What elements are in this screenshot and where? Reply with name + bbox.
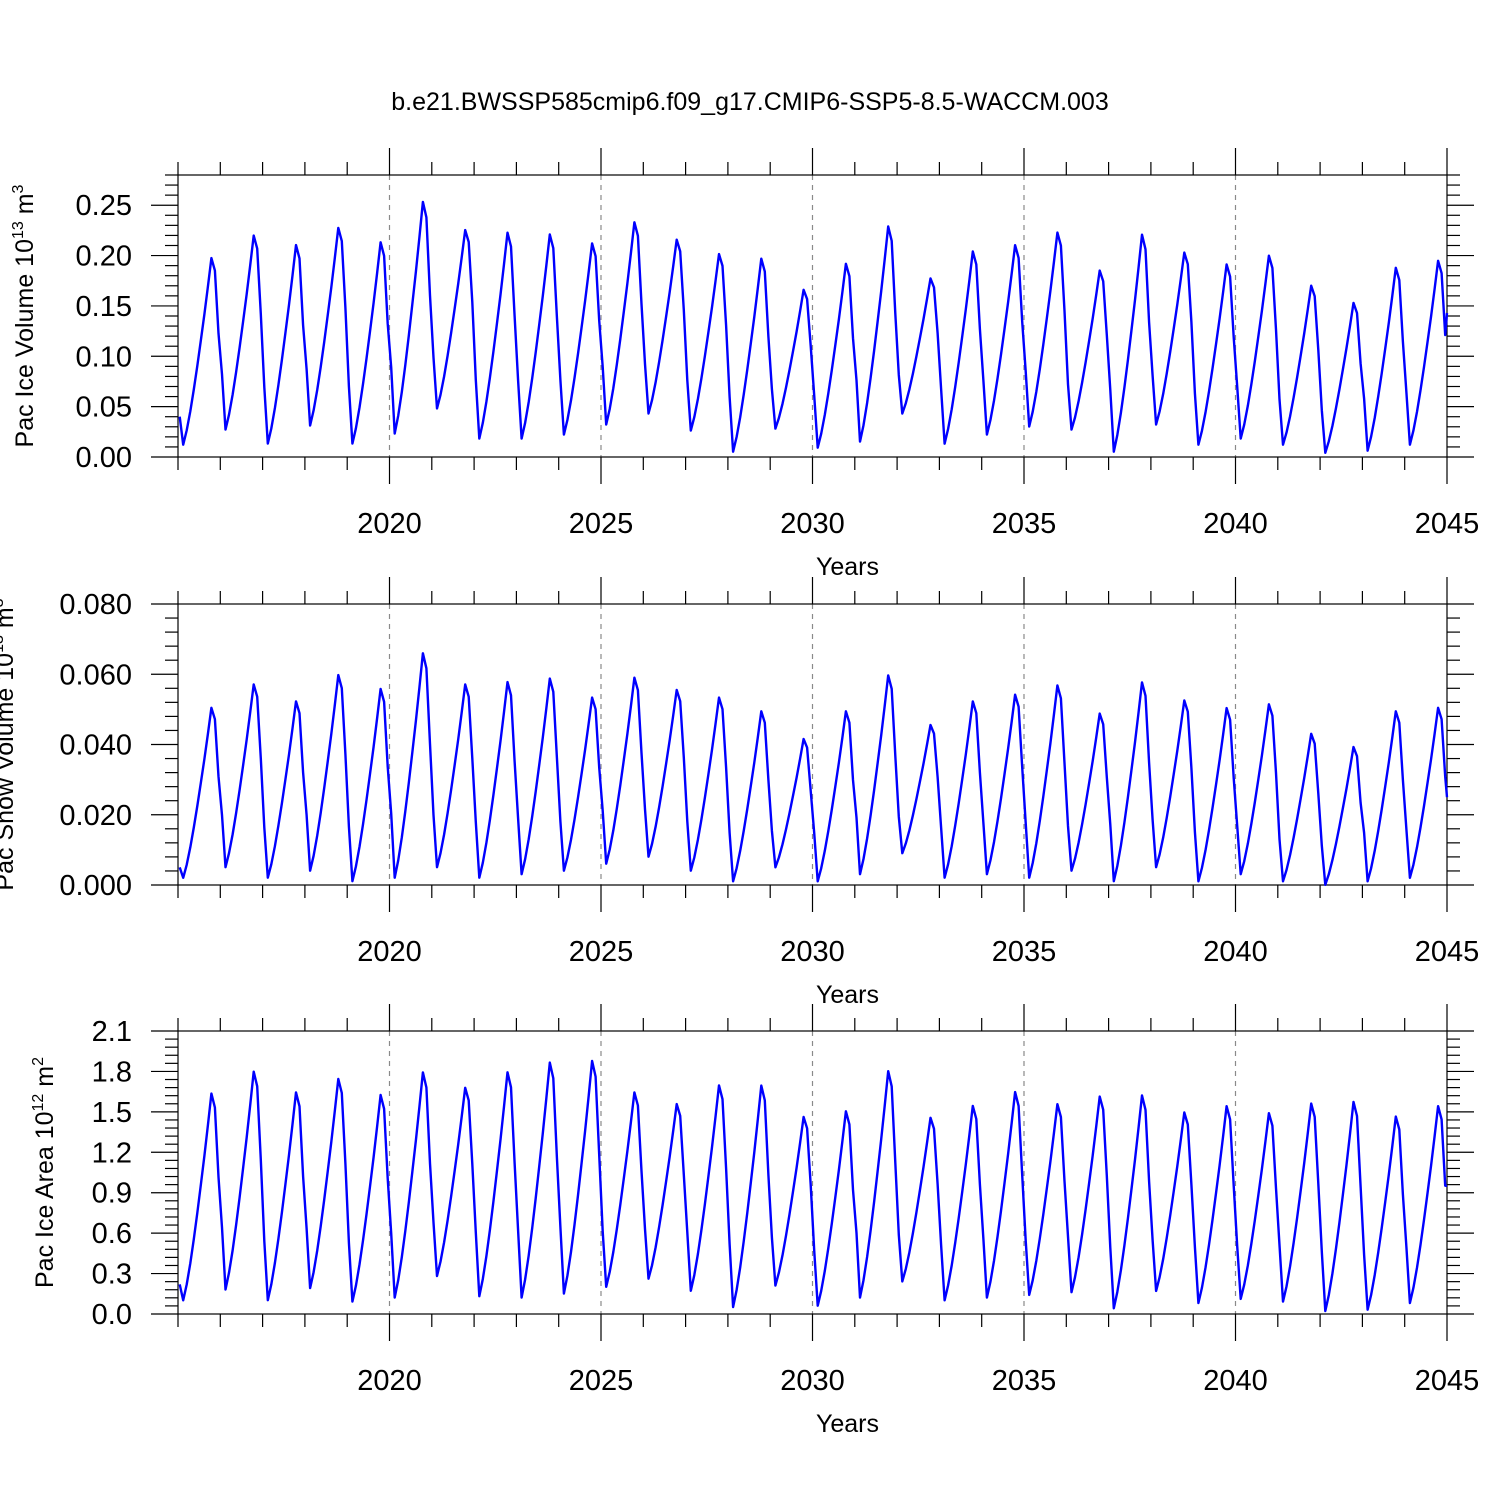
- ice-area-y-tick-label: 0.9: [92, 1178, 132, 1210]
- ice-area-series-line: [178, 1059, 1448, 1313]
- snow-volume-x-tick-label: 2025: [569, 936, 634, 968]
- ice-volume-y-tick-label: 0.10: [76, 341, 132, 373]
- ice-area-y-tick-label: 0.0: [92, 1299, 132, 1331]
- snow-volume-x-axis-title: Years: [816, 981, 879, 1009]
- ice-area-y-tick-label: 2.1: [92, 1016, 132, 1048]
- snow-volume-x-tick-label: 2035: [992, 936, 1057, 968]
- ice-area-y-tick-label: 1.2: [92, 1137, 132, 1169]
- ice-volume-x-tick-label: 2040: [1203, 508, 1268, 540]
- ice-volume-x-axis-title: Years: [816, 553, 879, 581]
- snow-volume-y-tick-label: 0.060: [59, 659, 132, 691]
- ice-area-x-tick-label: 2030: [780, 1365, 845, 1397]
- ice-volume-x-tick-label: 2045: [1415, 508, 1480, 540]
- ice-volume-x-tick-label: 2025: [569, 508, 634, 540]
- snow-volume-y-axis-title: Pac Snow Volume 1013 m3: [0, 598, 19, 890]
- ice-volume-x-tick-label: 2020: [357, 508, 422, 540]
- figure-title: b.e21.BWSSP585cmip6.f09_g17.CMIP6-SSP5-8…: [391, 88, 1108, 116]
- snow-volume-x-tick-label: 2040: [1203, 936, 1268, 968]
- panel-ice-area: 0.0 0.3 0.6 0.9 1.2 1.5 1.8 2.1 2020 2025 2030 2035…: [30, 1004, 1479, 1438]
- ice-area-y-axis-title: Pac Ice Area 1012 m2: [30, 1057, 59, 1288]
- ice-area-y-tick-label: 1.8: [92, 1056, 132, 1088]
- snow-volume-y-tick-label: 0.080: [59, 589, 132, 621]
- panel-snow-volume: 0.000 0.020 0.040 0.060 0.080 2020 2025 2030 203…: [0, 577, 1479, 1009]
- panel-ice-volume: 0.00 0.05 0.10 0.15 0.20 0.25 2020 2025 2030 2035…: [10, 148, 1479, 581]
- ice-area-x-tick-label: 2045: [1415, 1365, 1480, 1397]
- ice-area-x-axis-title: Years: [816, 1410, 879, 1438]
- ice-volume-x-tick-label: 2030: [780, 508, 845, 540]
- snow-volume-y-tick-label: 0.040: [59, 730, 132, 762]
- ice-volume-y-tick-label: 0.20: [76, 241, 132, 273]
- snow-volume-x-tick-label: 2045: [1415, 936, 1480, 968]
- ice-area-y-tick-label: 0.3: [92, 1259, 132, 1291]
- ice-area-x-tick-label: 2020: [357, 1365, 422, 1397]
- ice-volume-y-tick-label: 0.00: [76, 442, 132, 474]
- ice-area-y-tick-label: 0.6: [92, 1218, 132, 1250]
- ice-area-x-tick-label: 2025: [569, 1365, 634, 1397]
- ice-volume-x-tick-label: 2035: [992, 508, 1057, 540]
- ice-volume-y-tick-label: 0.05: [76, 392, 132, 424]
- snow-volume-y-tick-label: 0.020: [59, 800, 132, 832]
- ice-volume-y-tick-label: 0.25: [76, 190, 132, 222]
- ice-volume-series-line: [178, 200, 1449, 454]
- ice-area-x-tick-label: 2040: [1203, 1365, 1268, 1397]
- ice-volume-y-axis-title: Pac Ice Volume 1013 m3: [10, 184, 39, 447]
- snow-volume-y-tick-label: 0.000: [59, 870, 132, 902]
- ice-area-x-tick-label: 2035: [992, 1365, 1057, 1397]
- snow-volume-series-line: [178, 652, 1449, 886]
- snow-volume-x-tick-label: 2020: [357, 936, 422, 968]
- ice-volume-y-tick-label: 0.15: [76, 291, 132, 323]
- snow-volume-x-tick-label: 2030: [780, 936, 845, 968]
- ice-area-y-tick-label: 1.5: [92, 1097, 132, 1129]
